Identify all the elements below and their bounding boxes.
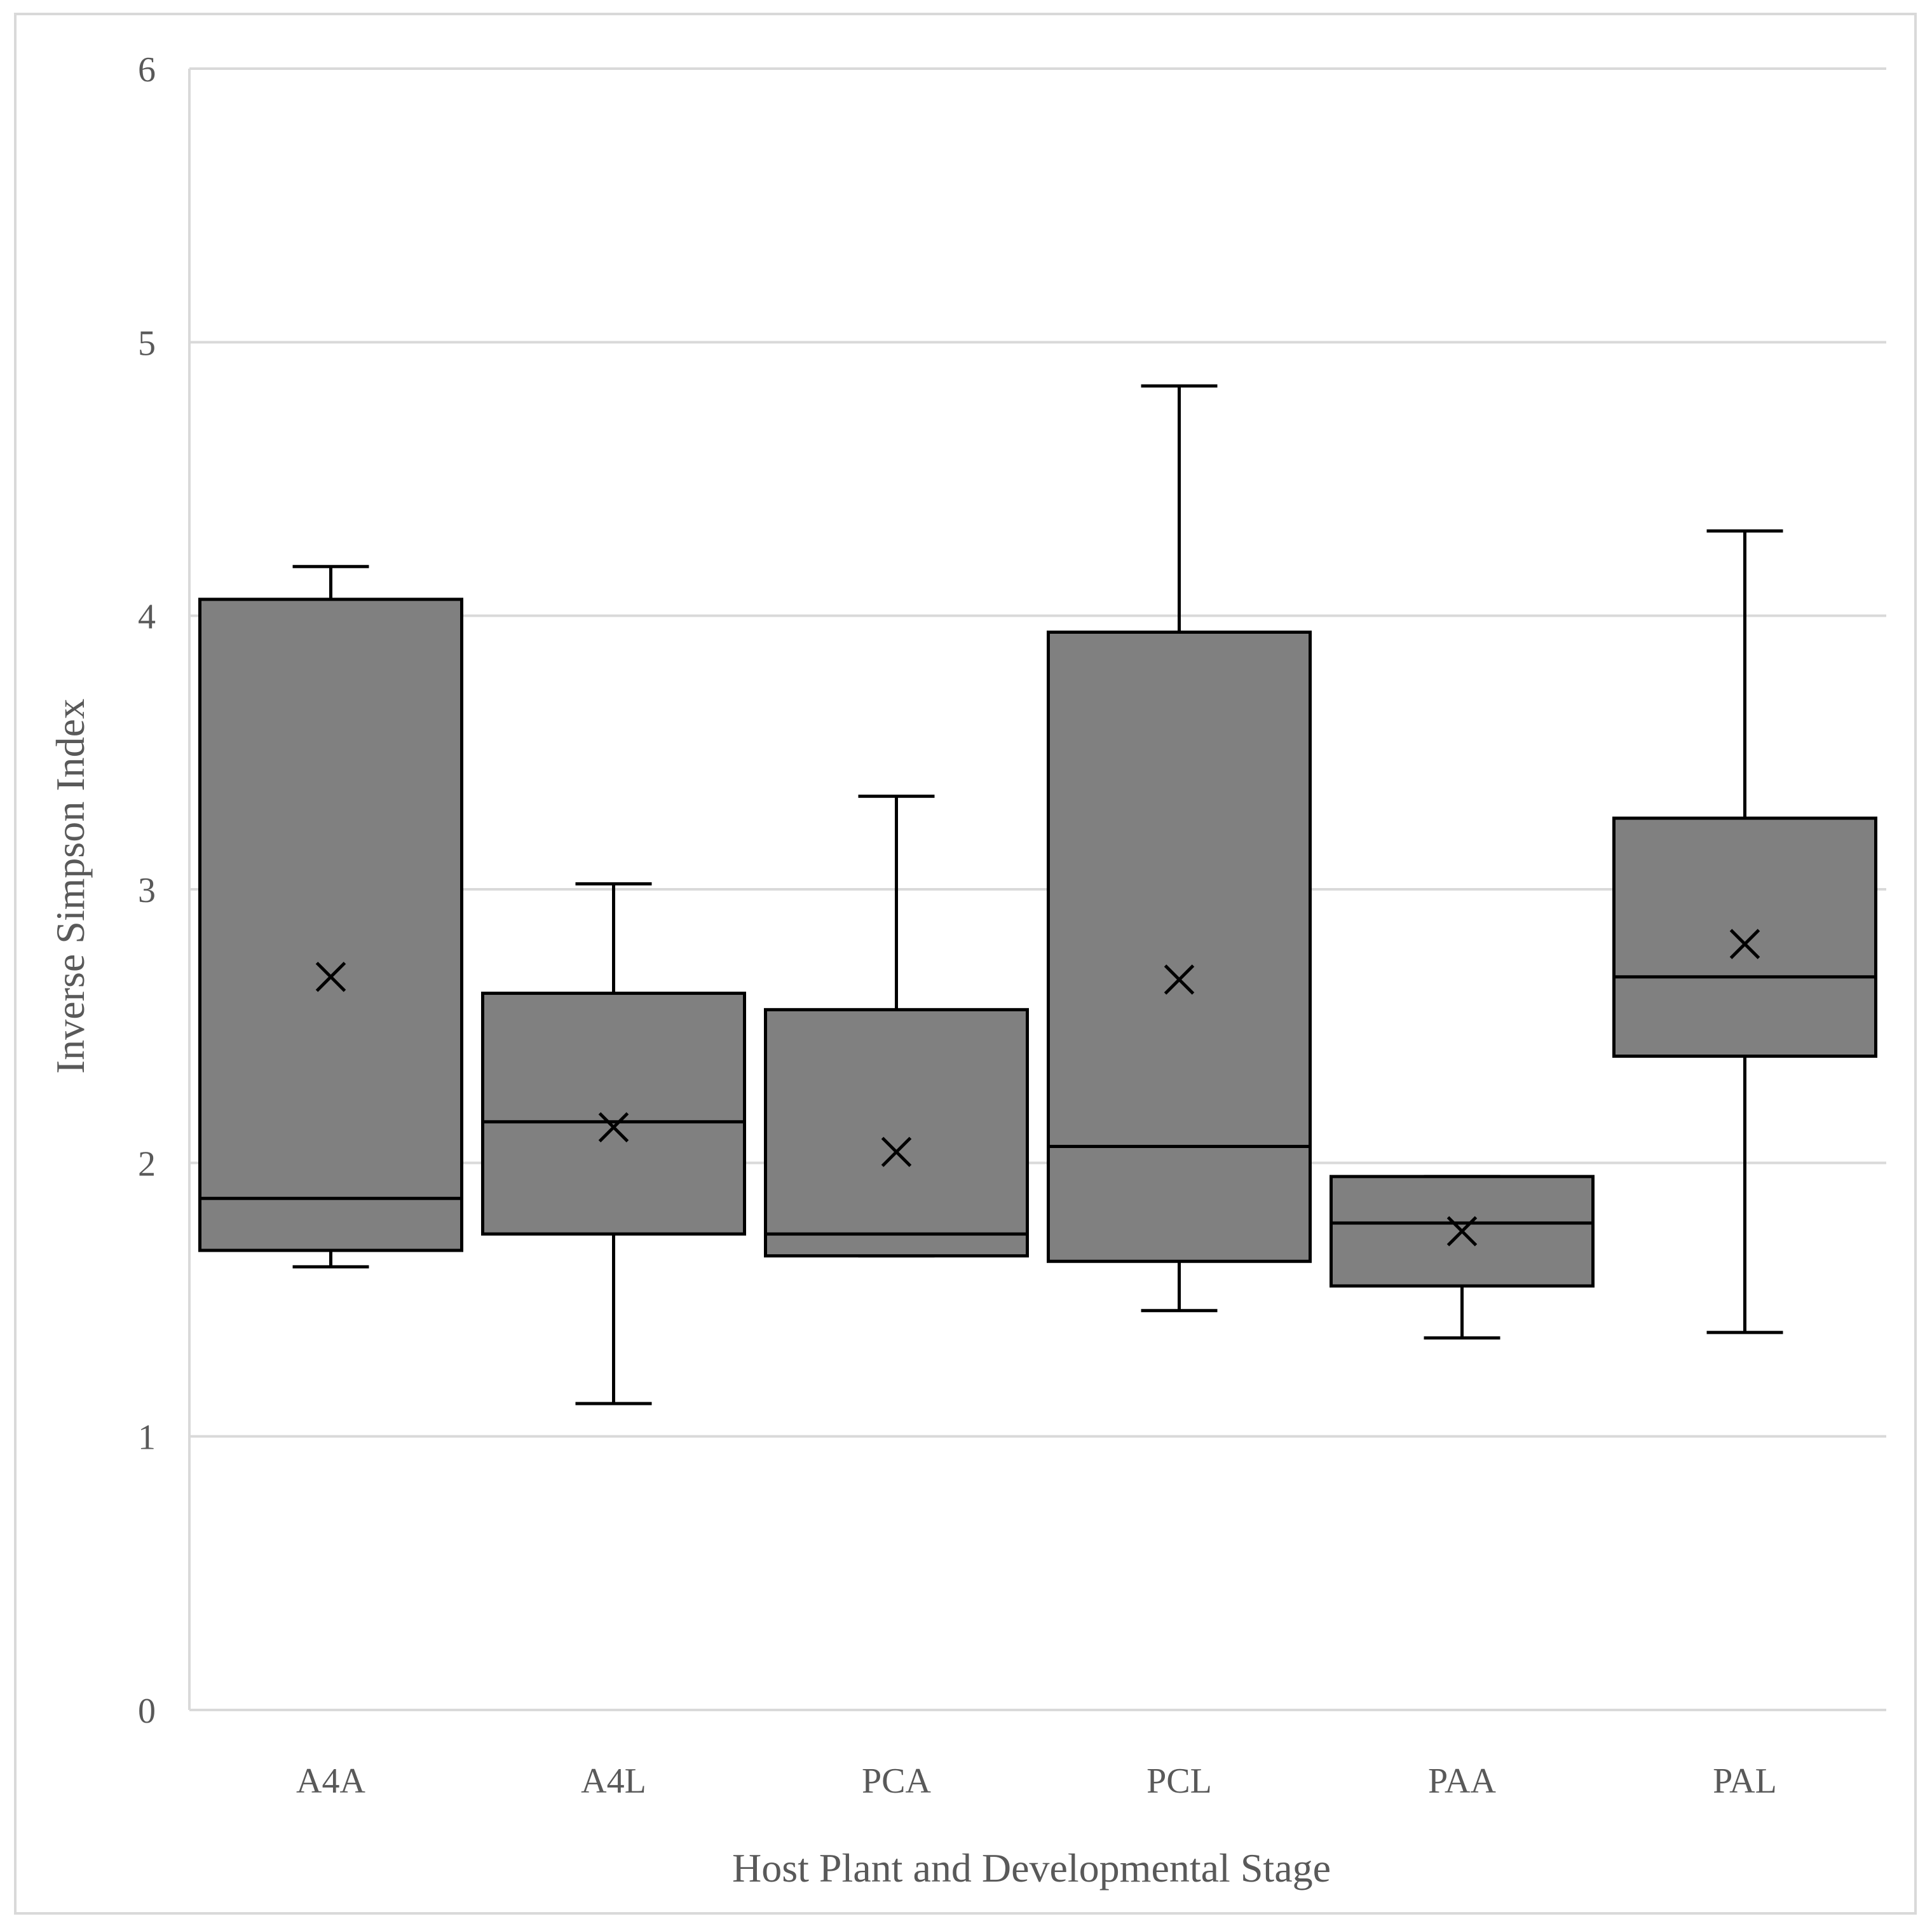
x-tick-label-pca: PCA xyxy=(862,1761,931,1801)
mean-marker-a4l xyxy=(598,1112,629,1143)
box-a4l xyxy=(481,992,746,1236)
mean-marker-pcl xyxy=(1164,964,1195,995)
y-tick-label-1: 1 xyxy=(138,1418,156,1458)
y-tick-label-4: 4 xyxy=(138,598,156,637)
x-tick-label-pal: PAL xyxy=(1713,1761,1777,1801)
mean-marker-pal xyxy=(1729,929,1760,959)
mean-marker-pca xyxy=(881,1137,912,1167)
y-tick-label-2: 2 xyxy=(138,1144,156,1184)
x-axis-title: Host Plant and Developmental Stage xyxy=(732,1845,1331,1890)
y-tick-labels: 0 1 2 3 4 5 6 xyxy=(138,50,156,1731)
mean-marker-paa xyxy=(1446,1216,1478,1247)
x-tick-labels: A4A A4L PCA PCL PAA PAL xyxy=(296,1761,1777,1801)
y-tick-label-6: 6 xyxy=(138,50,156,90)
y-tick-label-0: 0 xyxy=(138,1692,156,1731)
box-pal xyxy=(1612,816,1877,1058)
box-a4a xyxy=(198,598,463,1252)
y-tick-label-3: 3 xyxy=(138,871,156,910)
y-tick-label-5: 5 xyxy=(138,324,156,363)
mean-marker-a4a xyxy=(315,961,346,992)
box-pca xyxy=(764,1008,1029,1258)
box-pcl xyxy=(1047,630,1312,1263)
x-tick-label-paa: PAA xyxy=(1428,1761,1496,1801)
x-tick-label-pcl: PCL xyxy=(1146,1761,1212,1801)
y-axis-title: Inverse Simpson Index xyxy=(48,699,93,1074)
grid-lines xyxy=(189,67,1886,1711)
x-tick-label-a4a: A4A xyxy=(296,1761,365,1801)
boxes xyxy=(198,598,1877,1288)
x-tick-label-a4l: A4L xyxy=(581,1761,646,1801)
